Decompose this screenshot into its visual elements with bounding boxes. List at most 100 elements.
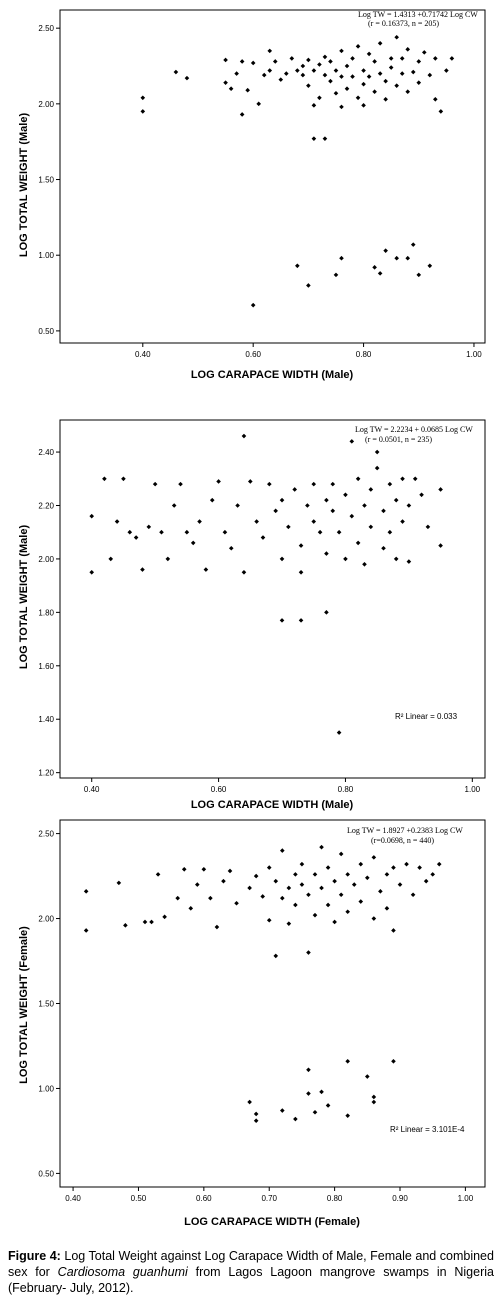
x-axis-label: LOG CARAPACE WIDTH (Male) — [191, 369, 354, 381]
plot-frame — [59, 419, 486, 779]
x-tick-label: 0.60 — [245, 350, 261, 359]
data-point — [394, 83, 399, 88]
data-point — [280, 895, 285, 901]
data-point — [278, 77, 284, 82]
data-point — [366, 51, 372, 57]
data-point — [155, 872, 161, 877]
data-point — [343, 556, 348, 562]
data-point — [295, 263, 300, 269]
data-point — [436, 861, 442, 867]
data-point — [371, 855, 377, 860]
data-point — [383, 78, 388, 84]
x-tick-label: 0.60 — [196, 1194, 212, 1203]
data-point — [203, 567, 209, 572]
data-point — [266, 917, 272, 923]
data-point — [417, 865, 422, 870]
data-point — [336, 730, 342, 735]
data-point — [391, 1058, 396, 1064]
axis-ticks: 0.40 0.60 0.80 1.00 1.20 1.40 1.60 1.80 2.00 2.20… — [38, 448, 480, 794]
data-point — [201, 866, 207, 872]
data-point — [311, 68, 317, 73]
x-axis-label: LOG CARAPACE WIDTH (Male) — [191, 799, 354, 811]
data-point — [351, 882, 357, 887]
data-point — [247, 1099, 252, 1105]
data-point — [400, 476, 405, 482]
data-point — [227, 868, 233, 874]
data-point — [387, 529, 393, 535]
data-point — [383, 248, 388, 253]
figure-caption: Figure 4: Log Total Weight against Log C… — [8, 1248, 494, 1296]
data-point — [345, 909, 350, 915]
r-squared-label: R² Linear = 3.101E-4 — [390, 1125, 465, 1134]
data-point — [433, 97, 438, 102]
data-point — [250, 302, 256, 308]
data-point — [365, 875, 370, 881]
data-point — [438, 487, 443, 492]
y-tick-label: 1.00 — [38, 251, 54, 260]
data-points — [140, 34, 455, 308]
data-point — [330, 508, 336, 514]
data-point — [324, 551, 329, 556]
data-point — [299, 861, 305, 867]
data-point — [344, 86, 350, 92]
data-point — [345, 872, 350, 877]
axis-ticks: 0.40 0.50 0.60 0.70 0.80 0.90 1.00 0.50 1.00 1.50… — [38, 830, 473, 1203]
data-point — [247, 885, 252, 891]
data-point — [140, 109, 146, 114]
data-point — [421, 50, 427, 55]
data-point — [319, 844, 324, 850]
data-point — [254, 519, 259, 524]
data-point — [260, 894, 265, 899]
data-point — [405, 255, 411, 261]
data-point — [175, 895, 180, 901]
data-point — [381, 545, 386, 551]
data-point — [241, 433, 247, 439]
data-point — [311, 481, 317, 487]
x-axis-label: LOG CARAPACE WIDTH (Female) — [184, 1216, 360, 1228]
data-point — [173, 69, 179, 75]
data-point — [293, 902, 298, 908]
data-point — [102, 476, 107, 482]
data-point — [165, 556, 171, 562]
data-point — [267, 481, 272, 487]
data-point — [140, 567, 145, 572]
data-point — [405, 47, 411, 52]
y-tick-label: 2.00 — [38, 915, 54, 924]
data-point — [312, 1109, 318, 1115]
data-point — [377, 271, 383, 276]
data-point — [306, 892, 311, 898]
data-point — [253, 1111, 259, 1117]
data-point — [405, 89, 411, 95]
y-tick-label: 2.20 — [38, 501, 54, 510]
data-point — [261, 72, 267, 78]
y-axis-label: LOG TOTAL WEIGHT (Female) — [18, 926, 30, 1084]
data-point — [438, 543, 443, 548]
data-point — [339, 255, 344, 261]
data-point — [449, 56, 455, 61]
data-point — [279, 497, 285, 503]
data-point — [280, 1108, 285, 1113]
scatter-plot-male-2: 0.40 0.60 0.80 1.00 1.20 1.40 1.60 1.80 2.00 2.20… — [18, 419, 486, 811]
y-tick-label: 1.20 — [38, 769, 54, 778]
x-tick-label: 0.50 — [131, 1194, 147, 1203]
data-point — [214, 924, 220, 930]
data-point — [228, 545, 234, 551]
regression-equation: Log TW = 2.2234 + 0.0685 Log CW — [355, 425, 473, 434]
data-point — [317, 529, 323, 535]
data-point — [394, 255, 399, 261]
data-point — [267, 68, 273, 73]
data-point — [306, 283, 311, 288]
y-axis-label: LOG TOTAL WEIGHT (Male) — [18, 113, 30, 258]
data-point — [391, 865, 396, 870]
data-point — [393, 556, 399, 562]
data-point — [338, 851, 344, 857]
data-point — [416, 272, 422, 278]
data-point — [108, 556, 114, 562]
data-point — [330, 481, 336, 487]
data-point — [188, 906, 194, 911]
data-point — [444, 68, 449, 73]
x-tick-label: 1.00 — [458, 1194, 474, 1203]
data-point — [234, 900, 239, 906]
regression-stats: (r=0.0698, n = 440) — [371, 836, 434, 845]
data-point — [300, 72, 306, 78]
